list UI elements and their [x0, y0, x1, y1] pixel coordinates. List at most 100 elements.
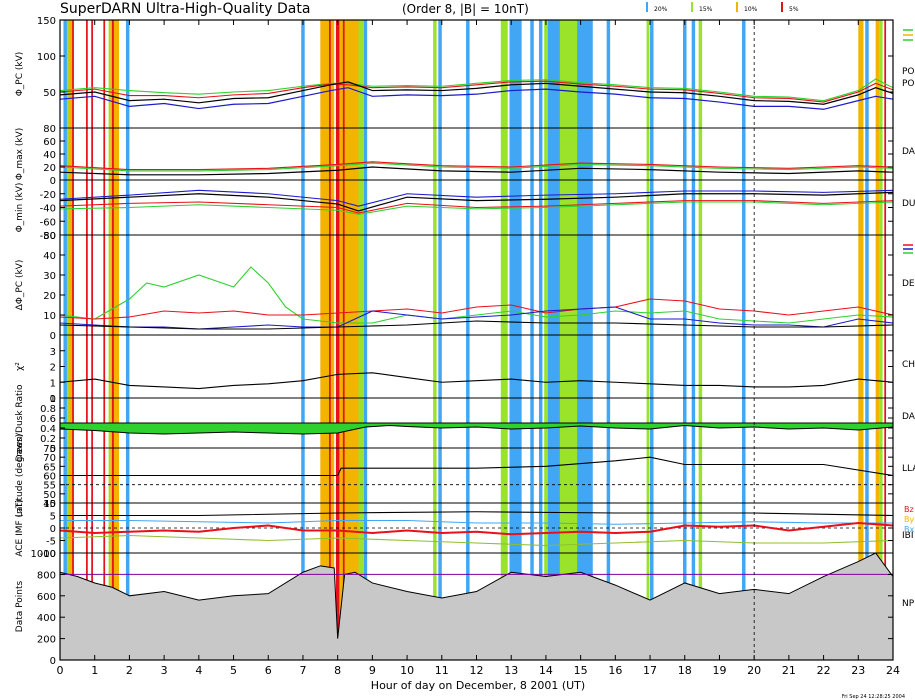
series [59, 78, 894, 661]
band-red-5 [328, 20, 331, 660]
ytick-label-ratio-2: 0.4 [40, 424, 56, 435]
right-label-2: DA [902, 147, 915, 157]
ytick-label-lat-2: 55 [43, 481, 56, 492]
band-red-0 [72, 20, 74, 660]
ytick-label-phimin-2: -40 [40, 204, 56, 215]
band-cyan-7 [530, 20, 534, 660]
xtick-label-9: 9 [369, 664, 376, 677]
series-phipc_black [59, 81, 894, 105]
band-cyan-13 [691, 20, 696, 660]
band-cyan-12 [683, 20, 687, 660]
ytick-label-imf-2: 0 [50, 524, 56, 535]
ytick-label-lat-4: 65 [43, 462, 56, 473]
band-lime-1 [108, 20, 111, 660]
legend-swatch-3 [781, 2, 783, 12]
ytick-label-ratio-0: 0 [50, 444, 56, 455]
ytick-label-chi-0: 0 [50, 394, 56, 405]
ytick-label-phipc-1: 50 [43, 88, 56, 99]
xtick-label-0: 0 [57, 664, 64, 677]
band-red-3 [103, 20, 106, 660]
right-label-8: IBI [902, 531, 913, 541]
series-phipc_blue [59, 87, 894, 110]
series-phimin_red [59, 200, 894, 214]
series-dphi_blue [59, 306, 894, 330]
right-labels: PO PO DA DU DE CH DA LLA IBI NP [902, 29, 915, 609]
ytick-label-imf-3: 5 [50, 512, 56, 523]
ylabel-phipc: Φ_PC (kV) [15, 52, 25, 97]
ytick-label-imf-0: -10 [40, 549, 56, 560]
band-cyan-11 [650, 20, 654, 660]
timestamp: Fri Sep 24 12:28:25 2004 [842, 694, 905, 700]
series-phimax_red [59, 161, 894, 171]
ytick-label-phimax-2: 40 [43, 150, 56, 161]
band-lime-6 [559, 20, 578, 660]
xtick-label-2: 2 [126, 664, 133, 677]
ylabel-dp: Data Points [15, 580, 25, 632]
series-imf_b [60, 511, 894, 517]
series-chi_black [59, 372, 894, 390]
ytick-label-phimax-4: 80 [43, 124, 56, 135]
band-lime-2 [358, 20, 364, 660]
series-lat_black [60, 456, 894, 477]
right-label-0: PO [902, 67, 915, 77]
legend-label-0: 20% [654, 6, 668, 13]
xtick-label-3: 3 [161, 664, 168, 677]
band-cyan-0 [63, 20, 67, 660]
xtick-label-22: 22 [817, 664, 831, 677]
series-phimin_black [59, 191, 894, 212]
band-orange-2 [320, 20, 335, 660]
band-cyan-3 [363, 20, 368, 660]
series-dphi_green [59, 266, 894, 324]
series-phimax_black [59, 166, 894, 176]
ytick-label-phipc-3: 150 [37, 16, 56, 27]
imf-legend-1: By [904, 515, 914, 524]
xtick-label-18: 18 [678, 664, 692, 677]
band-lime-8 [698, 20, 703, 660]
xtick-label-24: 24 [886, 664, 900, 677]
ytick-label-dphi-4: 40 [43, 251, 56, 262]
series-phimin_green [59, 201, 894, 215]
band-red-6 [335, 20, 340, 660]
xtick-label-19: 19 [712, 664, 726, 677]
series-imf_by [59, 534, 894, 547]
ytick-label-dp-4: 800 [37, 570, 56, 581]
band-cyan-8 [538, 20, 543, 660]
band-lime-7 [646, 20, 650, 660]
series-dp_fill [59, 552, 894, 661]
band-lime-4 [500, 20, 508, 660]
series-phimax_green [59, 162, 894, 172]
band-red-4 [112, 20, 114, 660]
xtick-label-4: 4 [195, 664, 202, 677]
ytick-label-lat-3: 60 [43, 472, 56, 483]
right-label-4: DE [902, 279, 915, 289]
band-red-7 [342, 20, 345, 660]
band-cyan-4 [438, 20, 442, 660]
xtick-label-16: 16 [608, 664, 622, 677]
ytick-label-lat-6: 75 [43, 444, 56, 455]
series-imf_bx [60, 519, 893, 525]
ytick-label-dp-3: 600 [37, 592, 56, 603]
ytick-label-phimax-3: 60 [43, 137, 56, 148]
ylabel-dphi: ΔΦ_PC (kV) [15, 260, 25, 311]
threshold-legend: 20% 15% 10% 5% [646, 2, 799, 13]
right-label-5: CH [902, 360, 915, 370]
band-orange-5 [875, 20, 880, 660]
ytick-label-dp-5: 1000 [31, 549, 56, 560]
legend-swatch-0 [646, 2, 648, 12]
ytick-label-dphi-5: 50 [43, 231, 56, 242]
right-label-6: DA [902, 412, 915, 422]
ytick-label-phimin-0: -80 [40, 231, 56, 242]
xtick-label-8: 8 [334, 664, 341, 677]
xtick-label-7: 7 [299, 664, 306, 677]
ytick-label-phimax-0: 0 [50, 176, 56, 187]
series-dphi_red [59, 298, 894, 320]
ytick-label-imf-4: 10 [43, 499, 56, 510]
xtick-label-17: 17 [643, 664, 657, 677]
ytick-label-chi-1: 1 [50, 378, 56, 389]
right-label-1: PO [902, 79, 915, 89]
xtick-label-13: 13 [504, 664, 518, 677]
imf-legend-2: Bx [904, 525, 914, 534]
